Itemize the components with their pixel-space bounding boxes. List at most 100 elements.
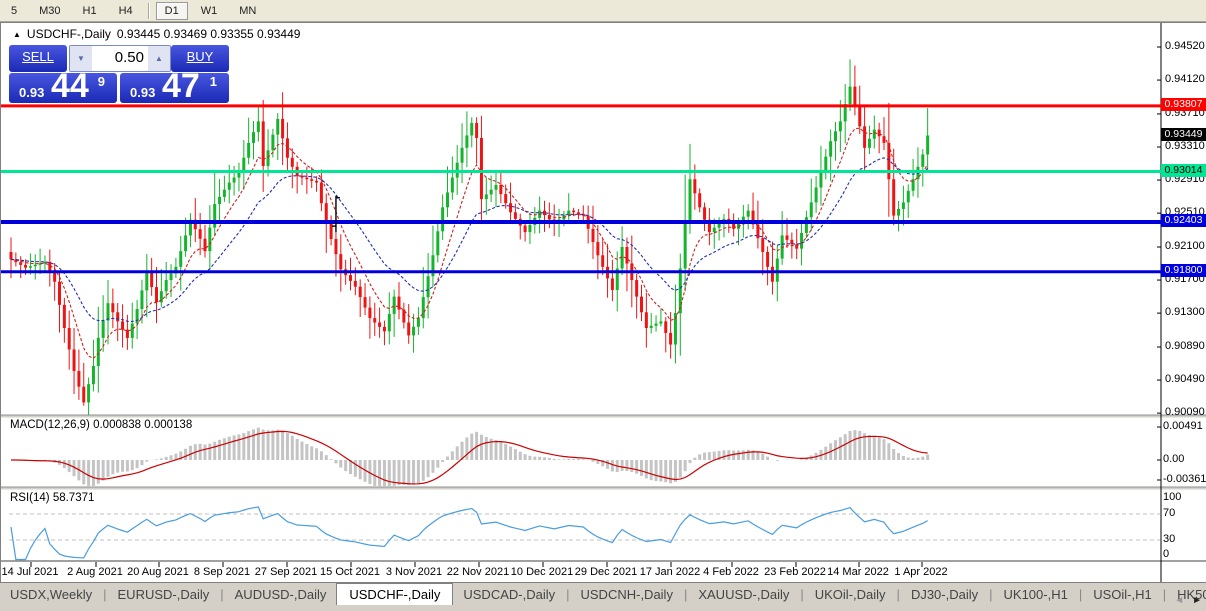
chart-tab-usdcad-daily[interactable]: USDCAD-,Daily bbox=[463, 587, 556, 602]
price-tick-label: 0.92100 bbox=[1165, 240, 1205, 252]
date-label: 14 Mar 2022 bbox=[827, 566, 889, 578]
date-label: 8 Sep 2021 bbox=[193, 566, 251, 578]
ohlc-values: 0.93445 0.93469 0.93355 0.93449 bbox=[116, 27, 301, 41]
date-label: 10 Dec 2021 bbox=[510, 566, 574, 578]
period-button-mn[interactable]: MN bbox=[239, 4, 257, 17]
period-button-h1[interactable]: H1 bbox=[82, 4, 97, 17]
price-tick-label: 0.93310 bbox=[1165, 140, 1205, 152]
period-button-w1[interactable]: W1 bbox=[200, 4, 218, 17]
buy-price-pip: 1 bbox=[209, 74, 217, 89]
tab-separator: | bbox=[989, 587, 993, 602]
volume-input[interactable]: 0.50 bbox=[114, 49, 144, 66]
tab-separator: | bbox=[103, 587, 107, 602]
buy-price-prefix: 0.93 bbox=[130, 85, 156, 100]
rsi-line bbox=[10, 506, 928, 561]
tab-separator: | bbox=[220, 587, 224, 602]
tab-separator: | bbox=[1162, 587, 1167, 602]
date-label: 15 Oct 2021 bbox=[320, 566, 380, 578]
buy-label: BUY bbox=[186, 49, 214, 64]
macd-axis-label: 0.00491 bbox=[1163, 420, 1203, 432]
price-line-badge: 0.93449 bbox=[1161, 128, 1206, 141]
rsi-axis-label: 70 bbox=[1163, 507, 1176, 519]
tab-separator: | bbox=[800, 587, 804, 602]
chart-tab-dj30-daily[interactable]: DJ30-,Daily bbox=[910, 587, 979, 602]
rsi-axis-label: 0 bbox=[1163, 548, 1170, 560]
macd-signal-line bbox=[10, 430, 928, 485]
macd-axis-label: 0.00 bbox=[1163, 453, 1185, 465]
period-button-d1[interactable]: D1 bbox=[155, 1, 188, 20]
bottom-strip bbox=[0, 605, 1206, 611]
chart-tab-xauusd-daily[interactable]: XAUUSD-,Daily bbox=[698, 587, 790, 602]
volume-decrease-button[interactable]: ▼ bbox=[70, 46, 92, 71]
date-label: 14 Jul 2021 bbox=[1, 566, 59, 578]
rsi-axis-label: 30 bbox=[1163, 533, 1176, 545]
macd-axis-label: -0.00361 bbox=[1163, 473, 1206, 485]
chevron-up-icon: ▲ bbox=[155, 54, 163, 63]
date-label: 2 Aug 2021 bbox=[67, 566, 123, 578]
sell-price-big: 44 bbox=[51, 67, 89, 105]
sell-label: SELL bbox=[22, 49, 54, 64]
chart-tab-eurusd-daily[interactable]: EURUSD-,Daily bbox=[117, 587, 210, 602]
period-toolbar: 5 M30 H1 H4 D1 W1 MN bbox=[0, 0, 1206, 22]
chevron-down-icon: ▼ bbox=[77, 54, 85, 63]
chart-tab-usoil-h1[interactable]: USOil-,H1 bbox=[1093, 587, 1152, 602]
collapse-triangle-icon[interactable]: ▲ bbox=[13, 29, 21, 39]
period-button-m30[interactable]: M30 bbox=[39, 4, 61, 17]
rsi-label: RSI(14) 58.7371 bbox=[10, 492, 95, 504]
tab-scroll-right-icon[interactable]: ► bbox=[1192, 595, 1202, 606]
tab-separator: | bbox=[1078, 587, 1083, 602]
date-label: 20 Aug 2021 bbox=[127, 566, 189, 578]
chart-tab-audusd-daily[interactable]: AUDUSD-,Daily bbox=[234, 587, 327, 602]
price-line-badge: 0.93807 bbox=[1161, 98, 1206, 112]
price-tick-label: 0.90090 bbox=[1165, 406, 1205, 419]
chart-tab-ukoil-daily[interactable]: UKOil-,Daily bbox=[814, 587, 886, 602]
chart-tab-usdx-weekly[interactable]: USDX,Weekly bbox=[10, 587, 93, 602]
chart-tab-usdcnh-daily[interactable]: USDCNH-,Daily bbox=[580, 587, 673, 602]
buy-price-big: 47 bbox=[162, 67, 200, 105]
date-label: 4 Feb 2022 bbox=[703, 566, 759, 578]
date-label: 1 Apr 2022 bbox=[894, 566, 948, 578]
symbol-name: USDCHF-,Daily bbox=[26, 27, 111, 41]
macd-label: MACD(12,26,9) 0.000838 0.000138 bbox=[10, 419, 193, 431]
price-line-badge: 0.92403 bbox=[1161, 214, 1206, 228]
period-button-5[interactable]: 5 bbox=[11, 4, 18, 17]
ma-fast-line bbox=[10, 127, 929, 359]
tab-scroll-arrows: ◄ ► bbox=[1174, 595, 1202, 606]
tab-separator: | bbox=[566, 587, 570, 602]
date-label: 3 Nov 2021 bbox=[385, 566, 443, 578]
sell-price-pip: 9 bbox=[97, 74, 105, 89]
price-tick-label: 0.90490 bbox=[1165, 373, 1205, 386]
price-tick-label: 0.94120 bbox=[1165, 73, 1205, 86]
chart-bg bbox=[1, 23, 1206, 611]
chart-canvas[interactable] bbox=[1, 23, 1206, 611]
volume-increase-button[interactable]: ▲ bbox=[148, 46, 170, 71]
sell-price-button[interactable]: 0.93 44 9 bbox=[9, 67, 117, 105]
tab-separator: | bbox=[683, 587, 688, 602]
price-line-badge: 0.93014 bbox=[1161, 163, 1206, 177]
rsi-axis-label: 100 bbox=[1163, 491, 1182, 503]
chart-window: ▲ USDCHF-,Daily 0.93445 0.93469 0.93355 … bbox=[0, 22, 1206, 611]
date-label: 27 Sep 2021 bbox=[254, 566, 318, 578]
one-click-trading-panel: SELL ▼ 0.50 ▲ BUY 0.93 44 9 bbox=[9, 45, 229, 105]
buy-price-button[interactable]: 0.93 47 1 bbox=[120, 67, 229, 105]
price-line-badge: 0.91800 bbox=[1161, 264, 1206, 278]
chart-tab-uk100-h1[interactable]: UK100-,H1 bbox=[1003, 587, 1068, 602]
chart-tab-hk50-h1[interactable]: HK50-,H1 bbox=[1177, 587, 1206, 602]
chart-tab-usdchf-daily[interactable]: USDCHF-,Daily bbox=[336, 583, 454, 607]
tab-scroll-left-icon[interactable]: ◄ bbox=[1174, 595, 1185, 606]
price-tick-label: 0.90890 bbox=[1165, 340, 1205, 352]
sell-price-prefix: 0.93 bbox=[19, 85, 45, 100]
chart-tab-bar: USDX,Weekly | EURUSD-,Daily | AUDUSD-,Daily U… bbox=[0, 582, 1206, 607]
sell-button[interactable]: SELL bbox=[9, 45, 67, 72]
period-button-h4[interactable]: H4 bbox=[118, 4, 133, 17]
ma-slow-line bbox=[10, 157, 928, 323]
date-label: 29 Dec 2021 bbox=[574, 566, 638, 578]
date-label: 22 Nov 2021 bbox=[446, 566, 510, 578]
volume-spinner: ▼ 0.50 ▲ bbox=[69, 45, 171, 72]
tab-separator: | bbox=[896, 587, 900, 602]
price-tick-label: 0.94520 bbox=[1165, 40, 1205, 52]
buy-button[interactable]: BUY bbox=[171, 45, 229, 72]
chart-title: ▲ USDCHF-,Daily 0.93445 0.93469 0.93355 … bbox=[13, 27, 300, 41]
toolbar-separator bbox=[147, 2, 150, 19]
